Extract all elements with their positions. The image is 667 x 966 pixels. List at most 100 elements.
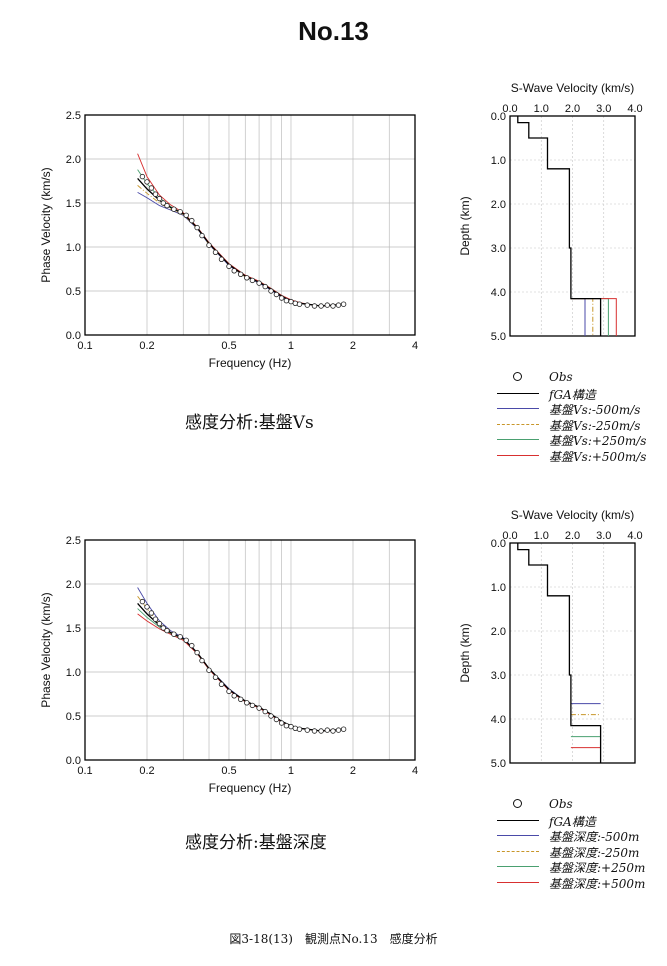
obs-point (194, 224, 200, 231)
obs-point (212, 249, 219, 255)
legend-item: fGA構造 (497, 386, 662, 402)
x-tick-label: 4 (412, 340, 418, 352)
obs-point (324, 727, 330, 733)
obs-point (212, 674, 219, 680)
obs-point (330, 728, 336, 734)
obs-point (268, 288, 274, 294)
section-caption-depth: 感度分析:基盤深度 (185, 833, 327, 853)
legend-label: fGA構造 (549, 387, 596, 402)
plot-frame (84, 539, 416, 761)
obs-point (156, 620, 163, 627)
legend-item: 基盤深度:-250m (497, 844, 662, 860)
x-tick-label: 2.0 (565, 103, 580, 115)
y-tick-label: 3.0 (491, 243, 506, 255)
x-tick-label: 0.2 (139, 765, 154, 777)
legend-label: 基盤Vs:-250m/s (549, 418, 641, 433)
obs-point (311, 728, 318, 734)
obs-point (283, 297, 290, 304)
legend-label: 基盤Vs:+250m/s (549, 434, 647, 448)
series-line (570, 298, 617, 336)
legend-marker-line (497, 835, 539, 836)
y-axis-label: Phase Velocity (km/s) (39, 167, 53, 282)
y-tick-label: 2.0 (491, 626, 506, 638)
y-tick-label: 0.0 (66, 755, 81, 767)
obs-point (273, 291, 280, 298)
y-tick-label: 4.0 (491, 714, 506, 726)
legend-label: fGA構造 (549, 814, 596, 829)
legend-label: 基盤深度:-250m (549, 845, 640, 860)
x-tick-label: 0.2 (139, 340, 154, 352)
obs-point (199, 657, 205, 664)
legend-marker-line (497, 881, 539, 883)
obs-point (164, 202, 170, 209)
obs-point (318, 728, 324, 734)
y-tick-label: 2.5 (66, 535, 81, 547)
obs-point (304, 727, 310, 733)
y-axis-label: Depth (km) (458, 196, 472, 255)
y-tick-label: 0.0 (491, 538, 506, 550)
obs-point (148, 610, 155, 616)
plot-frame (509, 115, 636, 337)
y-tick-label: 2.0 (66, 154, 81, 166)
series-line (137, 596, 344, 732)
legend-marker-line (497, 866, 539, 867)
obs-point (226, 688, 232, 695)
legend-marker-circle (513, 372, 522, 381)
y-tick-label: 4.0 (491, 287, 506, 299)
y-tick-label: 2.5 (66, 110, 81, 122)
legend-item: 基盤深度:+500m (497, 875, 662, 891)
obs-point (189, 217, 195, 224)
x-tick-label: 4 (412, 765, 418, 777)
obs-point (283, 722, 290, 729)
obs-point (183, 212, 189, 218)
obs-point (160, 625, 166, 631)
series-line (137, 153, 344, 307)
legend-label: 基盤深度:+250m (549, 861, 646, 875)
series-line (137, 587, 344, 732)
legend-label: 基盤Vs:-500m/s (549, 403, 641, 417)
obs-point (340, 301, 347, 307)
obs-point (237, 696, 244, 702)
obs-point (183, 637, 189, 643)
legend-marker-line (497, 819, 539, 821)
y-tick-label: 1.0 (491, 582, 506, 594)
obs-point (177, 209, 183, 215)
plot-frame (84, 114, 416, 336)
s-wave-velocity-chart-vs: S-Wave Velocity (km/s) 0.0 1.0 2.0 3.0 4.0 0.0… (458, 81, 643, 343)
x-tick-label: 3.0 (596, 103, 611, 115)
x-tick-label: 0.1 (77, 765, 92, 777)
x-tick-label: 2 (350, 340, 356, 352)
legend-item: 基盤Vs:+500m/s (497, 448, 662, 464)
s-wave-velocity-chart-depth: S-Wave Velocity (km/s) 0.0 1.0 2.0 3.0 4.0 0.0… (458, 508, 643, 770)
y-tick-label: 0.5 (66, 286, 81, 298)
obs-point (244, 275, 250, 281)
obs-point (139, 598, 146, 605)
x-tick-label: 4.0 (627, 530, 642, 542)
x-tick-label: 2.0 (565, 530, 580, 542)
obs-point (199, 232, 205, 239)
x-tick-label: 0.0 (502, 103, 517, 115)
plot-frame (509, 542, 636, 764)
series-line (570, 298, 586, 336)
y-axis-label: Depth (km) (458, 623, 472, 682)
legend-item: 基盤Vs:-500m/s (497, 401, 662, 417)
series-line (517, 116, 602, 336)
obs-point (218, 256, 225, 262)
legend-marker-line (497, 408, 539, 409)
legend-marker-circle (513, 799, 522, 808)
obs-point (304, 302, 310, 308)
x-tick-label: 0.1 (77, 340, 92, 352)
series-line (137, 608, 344, 732)
legend-depth: Obs fGA構造 基盤深度:-500m 基盤深度:-250m 基盤深度:+250m 基盤… (497, 797, 662, 891)
legend-label: Obs (549, 370, 573, 384)
series-line (137, 169, 344, 307)
x-tick-label: 1 (288, 340, 294, 352)
x-tick-label: 3.0 (596, 530, 611, 542)
series-line (137, 602, 344, 732)
series-line (570, 298, 594, 336)
obs-point (237, 271, 244, 277)
y-tick-label: 5.0 (491, 331, 506, 343)
obs-point (152, 616, 159, 622)
obs-point (218, 681, 225, 687)
obs-point (335, 302, 342, 308)
